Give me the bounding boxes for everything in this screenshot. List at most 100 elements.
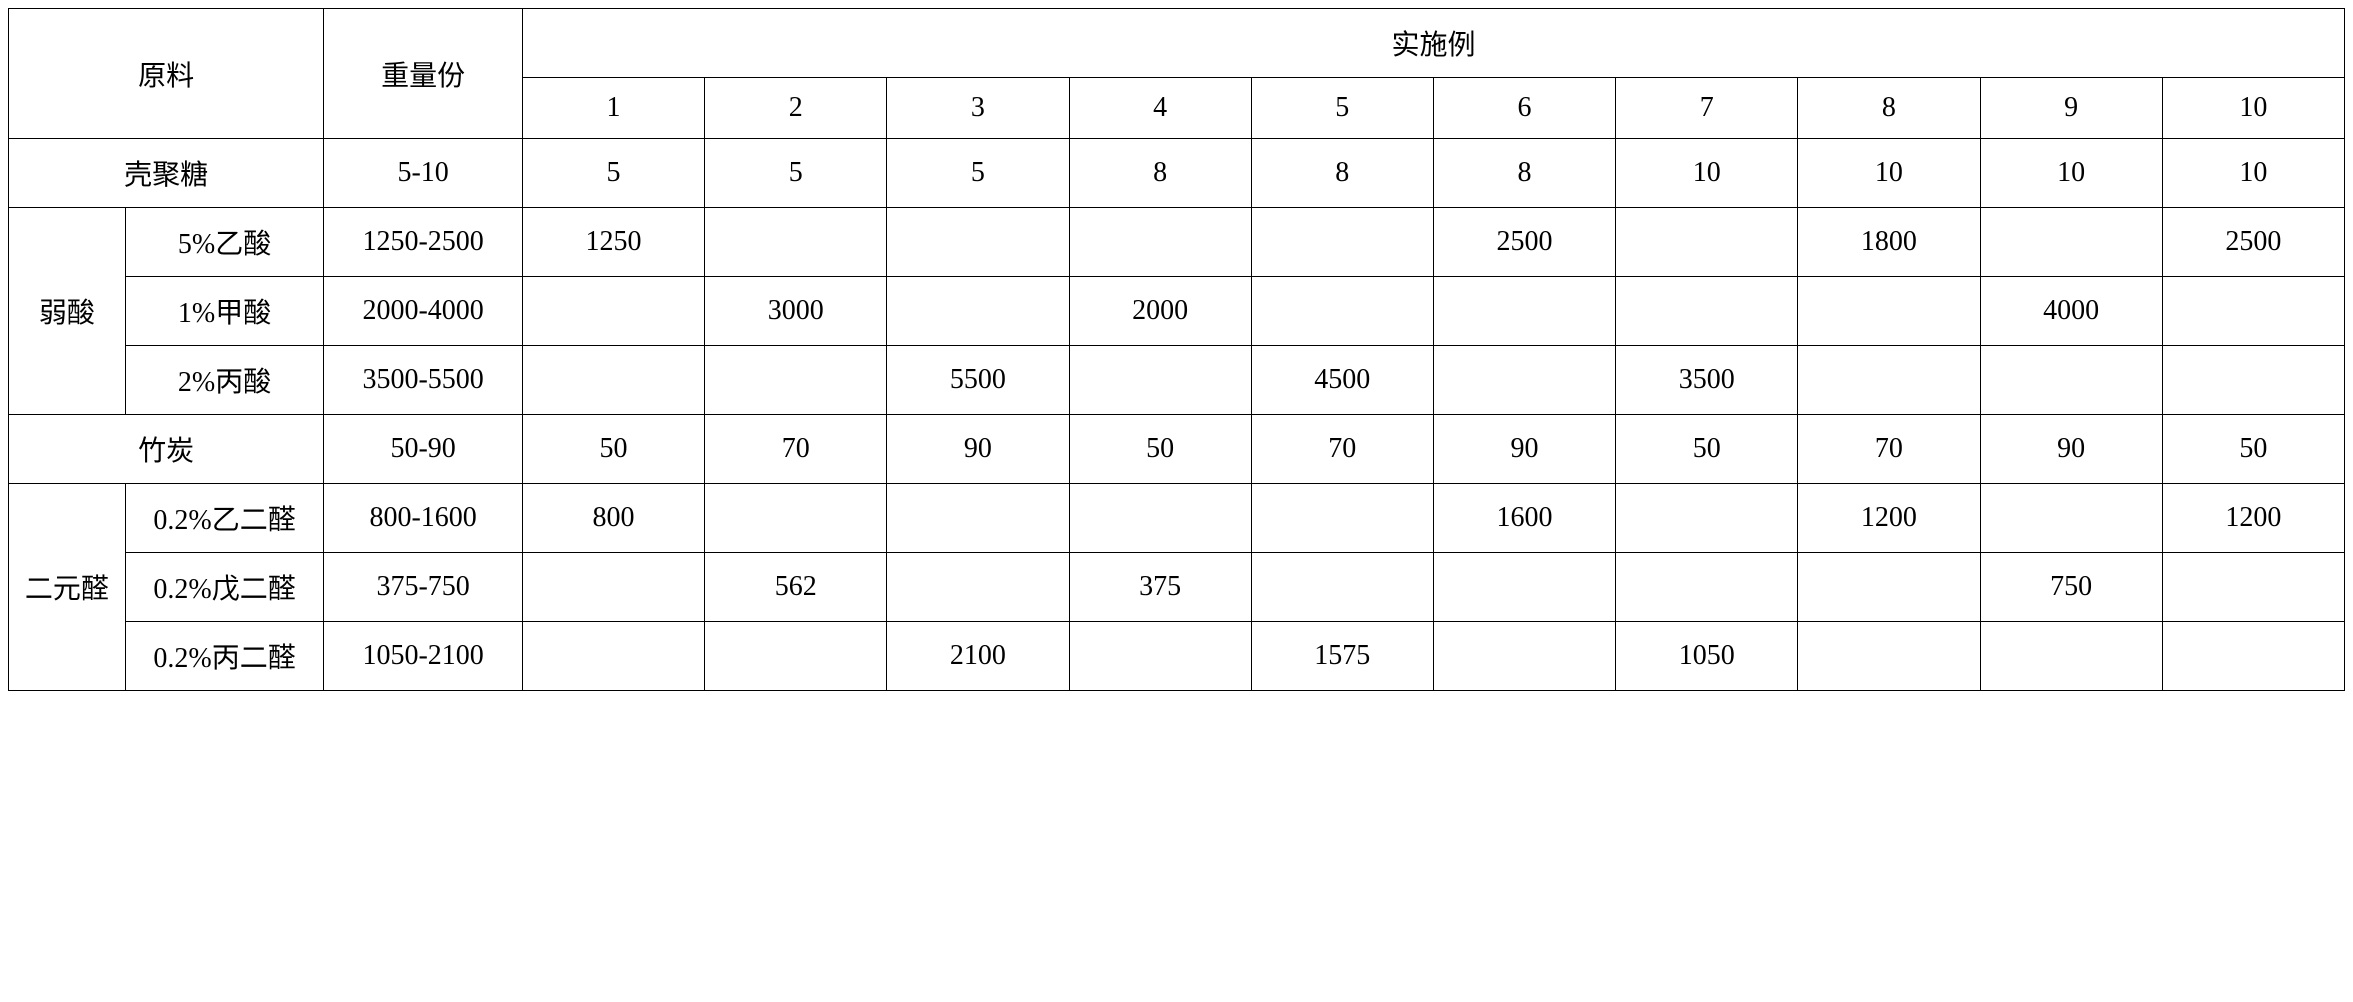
cell — [887, 484, 1069, 553]
cell — [1251, 484, 1433, 553]
cell — [2162, 622, 2344, 691]
table-row: 弱酸 5%乙酸 1250-2500 1250 2500 1800 2500 — [9, 208, 2345, 277]
cell — [705, 484, 887, 553]
row-weight: 50-90 — [324, 415, 523, 484]
cell — [1069, 346, 1251, 415]
cell — [522, 277, 704, 346]
cell — [2162, 553, 2344, 622]
cell — [1798, 277, 1980, 346]
cell: 2500 — [2162, 208, 2344, 277]
table-row: 壳聚糖 5-10 5 5 5 8 8 8 10 10 10 10 — [9, 139, 2345, 208]
cell: 1050 — [1616, 622, 1798, 691]
row-group-label: 二元醛 — [9, 484, 126, 691]
cell: 8 — [1251, 139, 1433, 208]
row-group-label: 弱酸 — [9, 208, 126, 415]
data-table: 原料 重量份 实施例 1 2 3 4 5 6 7 8 9 10 壳聚糖 5-10… — [8, 8, 2345, 691]
header-col-3: 3 — [887, 78, 1069, 139]
header-row-1: 原料 重量份 实施例 — [9, 9, 2345, 78]
row-weight: 5-10 — [324, 139, 523, 208]
row-weight: 3500-5500 — [324, 346, 523, 415]
cell: 70 — [1251, 415, 1433, 484]
header-col-8: 8 — [1798, 78, 1980, 139]
table-body: 原料 重量份 实施例 1 2 3 4 5 6 7 8 9 10 壳聚糖 5-10… — [9, 9, 2345, 691]
cell — [1798, 622, 1980, 691]
cell: 10 — [1798, 139, 1980, 208]
cell: 50 — [1616, 415, 1798, 484]
cell — [1251, 553, 1433, 622]
cell — [887, 277, 1069, 346]
cell — [1616, 484, 1798, 553]
cell: 50 — [2162, 415, 2344, 484]
row-weight: 2000-4000 — [324, 277, 523, 346]
cell: 562 — [705, 553, 887, 622]
cell: 70 — [705, 415, 887, 484]
cell: 70 — [1798, 415, 1980, 484]
cell — [1980, 484, 2162, 553]
row-weight: 1250-2500 — [324, 208, 523, 277]
cell — [1069, 208, 1251, 277]
cell — [2162, 346, 2344, 415]
cell — [1980, 346, 2162, 415]
cell — [705, 346, 887, 415]
cell — [887, 208, 1069, 277]
cell — [1251, 208, 1433, 277]
cell: 2100 — [887, 622, 1069, 691]
cell — [522, 622, 704, 691]
cell: 8 — [1433, 139, 1615, 208]
row-label: 1%甲酸 — [125, 277, 324, 346]
cell: 1250 — [522, 208, 704, 277]
cell: 90 — [1433, 415, 1615, 484]
row-weight: 1050-2100 — [324, 622, 523, 691]
cell: 5 — [522, 139, 704, 208]
header-col-1: 1 — [522, 78, 704, 139]
header-col-2: 2 — [705, 78, 887, 139]
table-row: 二元醛 0.2%乙二醛 800-1600 800 1600 1200 1200 — [9, 484, 2345, 553]
cell — [522, 346, 704, 415]
row-label: 竹炭 — [9, 415, 324, 484]
table-row: 1%甲酸 2000-4000 3000 2000 4000 — [9, 277, 2345, 346]
cell — [1616, 208, 1798, 277]
cell — [1433, 346, 1615, 415]
cell: 8 — [1069, 139, 1251, 208]
cell: 2500 — [1433, 208, 1615, 277]
row-weight: 800-1600 — [324, 484, 523, 553]
cell — [1798, 346, 1980, 415]
cell: 1800 — [1798, 208, 1980, 277]
header-col-10: 10 — [2162, 78, 2344, 139]
header-col-9: 9 — [1980, 78, 2162, 139]
table-row: 2%丙酸 3500-5500 5500 4500 3500 — [9, 346, 2345, 415]
cell: 750 — [1980, 553, 2162, 622]
row-label: 壳聚糖 — [9, 139, 324, 208]
cell — [1980, 622, 2162, 691]
cell: 800 — [522, 484, 704, 553]
cell: 4000 — [1980, 277, 2162, 346]
row-label: 5%乙酸 — [125, 208, 324, 277]
cell — [1616, 553, 1798, 622]
cell: 1200 — [2162, 484, 2344, 553]
header-raw-material: 原料 — [9, 9, 324, 139]
header-col-7: 7 — [1616, 78, 1798, 139]
cell — [1433, 277, 1615, 346]
row-label: 0.2%戊二醛 — [125, 553, 324, 622]
cell — [705, 208, 887, 277]
cell: 3500 — [1616, 346, 1798, 415]
cell: 5 — [705, 139, 887, 208]
cell — [1798, 553, 1980, 622]
cell — [522, 553, 704, 622]
cell — [1616, 277, 1798, 346]
header-example: 实施例 — [522, 9, 2344, 78]
row-label: 2%丙酸 — [125, 346, 324, 415]
cell — [705, 622, 887, 691]
row-weight: 375-750 — [324, 553, 523, 622]
cell: 4500 — [1251, 346, 1433, 415]
cell — [1069, 484, 1251, 553]
cell: 50 — [1069, 415, 1251, 484]
cell: 90 — [887, 415, 1069, 484]
cell: 10 — [1980, 139, 2162, 208]
cell: 5 — [887, 139, 1069, 208]
table-row: 0.2%戊二醛 375-750 562 375 750 — [9, 553, 2345, 622]
table-row: 竹炭 50-90 50 70 90 50 70 90 50 70 90 50 — [9, 415, 2345, 484]
cell: 50 — [522, 415, 704, 484]
header-col-6: 6 — [1433, 78, 1615, 139]
row-label: 0.2%丙二醛 — [125, 622, 324, 691]
